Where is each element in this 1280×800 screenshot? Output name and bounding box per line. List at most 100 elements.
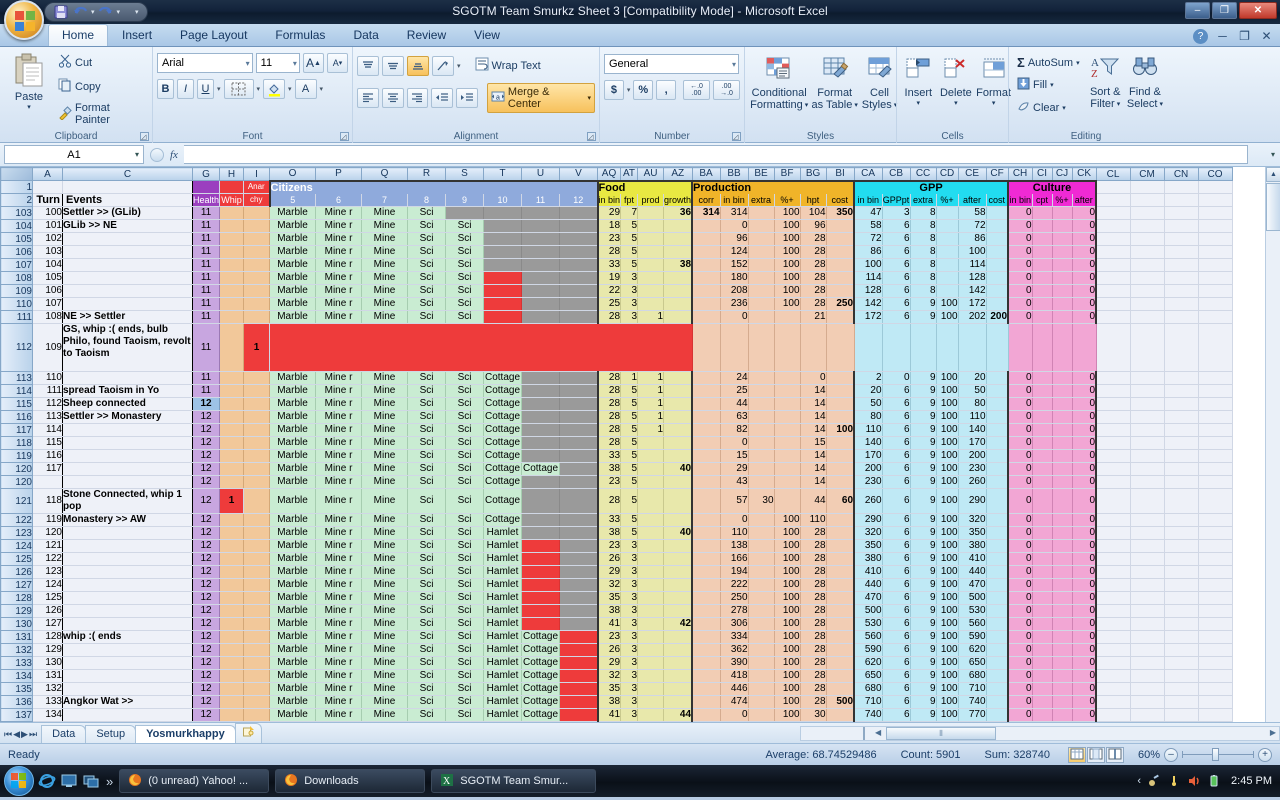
cell-food-2[interactable] [637, 513, 665, 527]
cell-culture-0[interactable]: 0 [1007, 271, 1033, 285]
cell-blank[interactable] [1164, 284, 1199, 298]
cell-citizen-8[interactable]: Sci [407, 371, 447, 385]
cell-blank[interactable] [1198, 310, 1233, 324]
cell-culture-1[interactable] [1032, 397, 1053, 411]
cell-citizen-7[interactable]: Mine [361, 371, 409, 385]
cell-turn[interactable]: 105 [32, 271, 63, 285]
cell-anarchy[interactable] [243, 565, 271, 579]
cell-citizen-12[interactable] [559, 682, 599, 696]
cell-citizen-6[interactable]: Mine r [315, 513, 363, 527]
cell-turn[interactable]: 122 [32, 552, 63, 566]
cell-blank[interactable] [1198, 565, 1233, 579]
cell-prod-1[interactable]: 390 [720, 656, 749, 670]
grow-font-button[interactable]: A ▲ [302, 53, 324, 73]
sort-filter-dropdown-icon[interactable]: ▾ [1116, 101, 1121, 108]
cell-food-3[interactable]: 44 [663, 708, 694, 722]
cell-food-3[interactable] [663, 630, 694, 644]
table-row[interactable]: 106 103 11 Marble Mine r Mine Sci Sci 28 5 124 100 2… [0, 245, 1233, 259]
decrease-decimal-button[interactable]: .00 →.0 [713, 80, 741, 100]
cell-blank[interactable] [1164, 604, 1199, 618]
cell-citizen-7[interactable]: Mine [361, 462, 409, 476]
cell-prod-1[interactable]: 110 [720, 526, 749, 540]
cell-gpp-0[interactable]: 86 [853, 245, 883, 259]
cell-citizen-10[interactable]: Cottage [483, 513, 523, 527]
cell-blank[interactable] [1198, 630, 1233, 644]
column-header-bi[interactable]: BI [825, 167, 855, 181]
orientation-button[interactable] [432, 55, 454, 76]
cell-prod-2[interactable] [748, 552, 775, 566]
column-header-a[interactable]: A [32, 167, 63, 181]
cell-blank[interactable] [1096, 617, 1131, 631]
cell-blank[interactable] [1164, 721, 1199, 722]
cell-gpp-5[interactable] [986, 371, 1010, 385]
cell-health[interactable]: 12 [192, 656, 221, 670]
cell-styles-dropdown-icon[interactable]: ▾ [893, 102, 898, 109]
cell-citizen-10[interactable] [483, 297, 523, 311]
percent-button[interactable]: % [633, 80, 654, 100]
cell-prod-5[interactable]: 100 [826, 423, 856, 437]
cell-gpp-2[interactable]: 9 [910, 682, 937, 696]
cell-styles-button[interactable]: Cell Styles ▾ [860, 54, 899, 111]
cell-food-0[interactable]: 29 [596, 565, 622, 579]
paste-dropdown-icon[interactable]: ▾ [27, 104, 31, 111]
cell-blank[interactable] [1164, 423, 1199, 437]
cell-anarchy[interactable] [243, 708, 271, 722]
cell-citizen-12[interactable] [559, 708, 599, 722]
prev-sheet-icon[interactable]: ◀ [13, 729, 21, 739]
cell-events[interactable] [62, 669, 193, 683]
cell-gpp-5[interactable] [986, 284, 1010, 298]
cell-health[interactable]: 12 [192, 721, 221, 722]
cell-culture-0[interactable]: 0 [1007, 513, 1033, 527]
cell-prod-4[interactable]: 14 [800, 423, 827, 437]
cell-gpp-4[interactable]: 380 [958, 539, 987, 553]
cell-food-1[interactable]: 5 [620, 245, 639, 259]
format-as-table-dropdown-icon[interactable]: ▾ [854, 102, 858, 109]
cell-citizen-9[interactable]: Sci [445, 310, 485, 324]
cell-citizen-5[interactable]: Marble [269, 565, 317, 579]
row-header-1[interactable]: 1 [0, 180, 33, 194]
cell-food-3[interactable]: 38 [663, 258, 694, 272]
cell-events[interactable]: spread Taoism in Yo [62, 384, 193, 398]
cell-gpp[interactable] [936, 323, 959, 372]
cell-whip[interactable] [219, 436, 245, 450]
table-row[interactable]: 116 113 Settler >> Monastery 12 Marble Mine r… [0, 410, 1233, 424]
cell-prod-1[interactable]: 44 [720, 397, 749, 411]
cell-citizen-5[interactable]: Marble [269, 513, 317, 527]
start-button[interactable] [4, 766, 34, 796]
cell-culture-2[interactable] [1052, 284, 1073, 298]
cell-citizen-11[interactable] [521, 310, 561, 324]
cell-blank[interactable] [1164, 488, 1199, 514]
cell-gpp-1[interactable]: 6 [882, 604, 911, 618]
cell-prod-4[interactable]: 30 [800, 708, 827, 722]
system-tray[interactable]: ‹ 2:45 PM [1137, 774, 1280, 788]
cell-gpp-1[interactable]: 0 [882, 371, 911, 385]
cell-citizen-8[interactable]: Sci [407, 219, 447, 233]
cell-prod-5[interactable] [826, 630, 856, 644]
cell-culture-0[interactable]: 0 [1007, 682, 1033, 696]
cell-whip[interactable] [219, 297, 245, 311]
align-left-button[interactable] [357, 88, 379, 108]
cell-prod-5[interactable] [826, 258, 856, 272]
select-all-corner[interactable] [0, 167, 33, 181]
cell-gpp-2[interactable]: 8 [910, 245, 937, 259]
cell-food-0[interactable]: 33 [596, 513, 622, 527]
cell-culture-0[interactable]: 0 [1007, 397, 1033, 411]
cell-citizen-9[interactable]: Sci [445, 630, 485, 644]
cell-food-0[interactable]: 29 [596, 656, 622, 670]
cell-citizen-12[interactable] [559, 630, 599, 644]
cell-health[interactable]: 12 [192, 513, 221, 527]
cell-events[interactable] [62, 449, 193, 463]
cell-prod-2[interactable] [748, 258, 775, 272]
cell-prod-4[interactable]: 15 [800, 436, 827, 450]
cell-citizen-8[interactable]: Sci [407, 604, 447, 618]
cell-citizen-8[interactable]: Sci [407, 284, 447, 298]
row-header-122[interactable]: 122 [0, 513, 33, 527]
cell-culture-2[interactable] [1052, 552, 1073, 566]
cell-citizen-6[interactable]: Mine r [315, 245, 363, 259]
cell-prod-3[interactable]: 100 [774, 604, 801, 618]
cell-prod-5[interactable] [826, 384, 856, 398]
cell-gpp-4[interactable]: 172 [958, 297, 987, 311]
minimize-button[interactable]: – [1185, 2, 1210, 19]
cell-gpp[interactable] [958, 323, 987, 372]
cell-events[interactable] [62, 371, 193, 385]
